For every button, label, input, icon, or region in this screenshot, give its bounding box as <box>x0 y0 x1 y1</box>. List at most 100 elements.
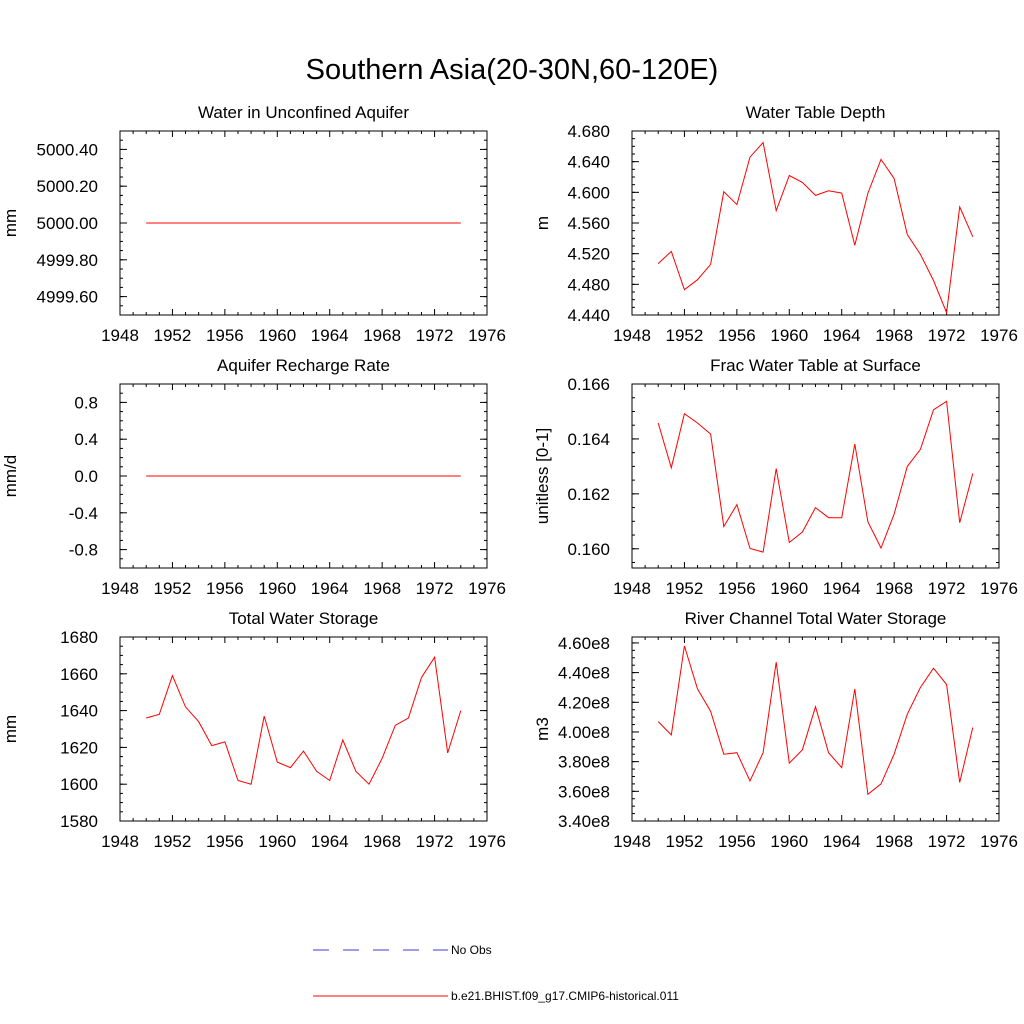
x-tick-label: 1968 <box>363 832 401 851</box>
y-tick-label: 0.4 <box>74 430 98 449</box>
x-tick-label: 1972 <box>416 832 454 851</box>
y-tick-label: 1580 <box>60 812 98 831</box>
y-tick-label: 1600 <box>60 775 98 794</box>
y-tick-label: -0.8 <box>69 541 98 560</box>
x-tick-label: 1972 <box>928 579 966 598</box>
panel-title: Water Table Depth <box>746 103 886 122</box>
x-tick-label: 1960 <box>258 579 296 598</box>
x-tick-label: 1956 <box>718 579 756 598</box>
panel-title: Total Water Storage <box>229 609 379 628</box>
x-tick-label: 1968 <box>875 579 913 598</box>
figure-title: Southern Asia(20-30N,60-120E) <box>305 54 719 86</box>
panel-3: 1948 1952 1956 1960 1964 1968 1972 1976 -0.8 -0.4… <box>1 356 506 598</box>
y-tick-label: 0.0 <box>74 467 98 486</box>
legend-samples <box>313 949 448 997</box>
plot-frame <box>631 636 1000 822</box>
x-tick-label: 1972 <box>416 579 454 598</box>
x-tick-label: 1952 <box>666 326 704 345</box>
x-tick-label: 1976 <box>468 832 506 851</box>
y-tick-label: 1660 <box>60 665 98 684</box>
x-tick-label: 1952 <box>154 326 192 345</box>
panel-title: Frac Water Table at Surface <box>710 356 921 375</box>
x-tick-label: 1952 <box>666 832 704 851</box>
y-tick-label: 0.8 <box>74 393 98 412</box>
series-line <box>657 400 974 553</box>
y-axis-label: mm <box>1 715 20 743</box>
y-axis-label: m <box>533 216 552 230</box>
x-tick-label: 1968 <box>363 326 401 345</box>
y-tick-label: 0.166 <box>567 375 610 394</box>
y-tick-label: 4.600 <box>567 183 610 202</box>
series-line <box>657 141 974 315</box>
y-tick-label: 1620 <box>60 738 98 757</box>
panel-5: 1948 1952 1956 1960 1964 1968 1972 1976 1580 1600… <box>1 609 506 851</box>
x-tick-label: 1976 <box>980 579 1018 598</box>
y-tick-label: 4.40e8 <box>558 664 610 683</box>
y-axis-label: mm/d <box>1 455 20 498</box>
y-tick-label: -0.4 <box>69 504 98 523</box>
panel-title: Aquifer Recharge Rate <box>217 356 390 375</box>
y-tick-label: 5000.40 <box>37 140 98 159</box>
y-tick-label: 4999.80 <box>37 251 98 270</box>
y-tick-label: 4.640 <box>567 153 610 172</box>
x-tick-label: 1948 <box>101 579 139 598</box>
x-tick-label: 1960 <box>258 326 296 345</box>
plot-frame <box>119 636 488 822</box>
x-tick-label: 1972 <box>928 832 966 851</box>
x-tick-label: 1948 <box>101 326 139 345</box>
y-tick-label: 4.520 <box>567 245 610 264</box>
x-tick-label: 1960 <box>770 579 808 598</box>
y-tick-label: 3.40e8 <box>558 812 610 831</box>
x-tick-label: 1948 <box>101 832 139 851</box>
y-tick-label: 4999.60 <box>37 288 98 307</box>
x-tick-label: 1956 <box>206 579 244 598</box>
x-tick-label: 1956 <box>206 326 244 345</box>
x-tick-label: 1964 <box>311 326 349 345</box>
x-tick-label: 1956 <box>206 832 244 851</box>
panel-title: Water in Unconfined Aquifer <box>198 103 409 122</box>
x-tick-label: 1960 <box>770 832 808 851</box>
y-axis-label: mm <box>1 209 20 237</box>
x-tick-label: 1976 <box>980 832 1018 851</box>
x-tick-label: 1960 <box>258 832 296 851</box>
x-tick-label: 1952 <box>154 579 192 598</box>
x-tick-label: 1960 <box>770 326 808 345</box>
x-tick-label: 1948 <box>613 832 651 851</box>
y-tick-label: 4.440 <box>567 306 610 325</box>
y-tick-label: 4.60e8 <box>558 634 610 653</box>
x-tick-label: 1956 <box>718 326 756 345</box>
y-tick-label: 4.20e8 <box>558 693 610 712</box>
series-line <box>657 645 974 796</box>
x-tick-label: 1976 <box>468 326 506 345</box>
x-tick-label: 1972 <box>928 326 966 345</box>
y-tick-label: 1640 <box>60 702 98 721</box>
y-tick-label: 4.680 <box>567 122 610 141</box>
x-tick-label: 1948 <box>613 579 651 598</box>
panel-4: 1948 1952 1956 1960 1964 1968 1972 1976 0.160 0.1… <box>533 356 1018 598</box>
y-tick-label: 4.480 <box>567 275 610 294</box>
y-tick-label: 4.00e8 <box>558 723 610 742</box>
y-axis-label: m3 <box>533 717 552 741</box>
plot-frame <box>631 383 1000 569</box>
x-tick-label: 1976 <box>980 326 1018 345</box>
x-tick-label: 1964 <box>823 832 861 851</box>
x-tick-label: 1956 <box>718 832 756 851</box>
y-tick-label: 0.162 <box>567 485 610 504</box>
y-tick-label: 3.80e8 <box>558 753 610 772</box>
x-tick-label: 1972 <box>416 326 454 345</box>
panel-2: 1948 1952 1956 1960 1964 1968 1972 1976 4.440 4.4… <box>533 103 1018 345</box>
y-axis-label: unitless [0-1] <box>533 428 552 524</box>
y-tick-label: 0.160 <box>567 540 610 559</box>
y-tick-label: 4.560 <box>567 214 610 233</box>
panel-1: 1948 1952 1956 1960 1964 1968 1972 1976 4999.60 4… <box>1 103 506 345</box>
y-tick-label: 3.60e8 <box>558 782 610 801</box>
series-line <box>146 655 462 786</box>
y-tick-label: 5000.00 <box>37 214 98 233</box>
x-tick-label: 1976 <box>468 579 506 598</box>
x-tick-label: 1952 <box>154 832 192 851</box>
x-tick-label: 1968 <box>363 579 401 598</box>
panel-6: 1948 1952 1956 1960 1964 1968 1972 1976 3.40e8 3.… <box>533 609 1018 851</box>
x-tick-label: 1964 <box>311 579 349 598</box>
y-tick-label: 0.164 <box>567 430 610 449</box>
